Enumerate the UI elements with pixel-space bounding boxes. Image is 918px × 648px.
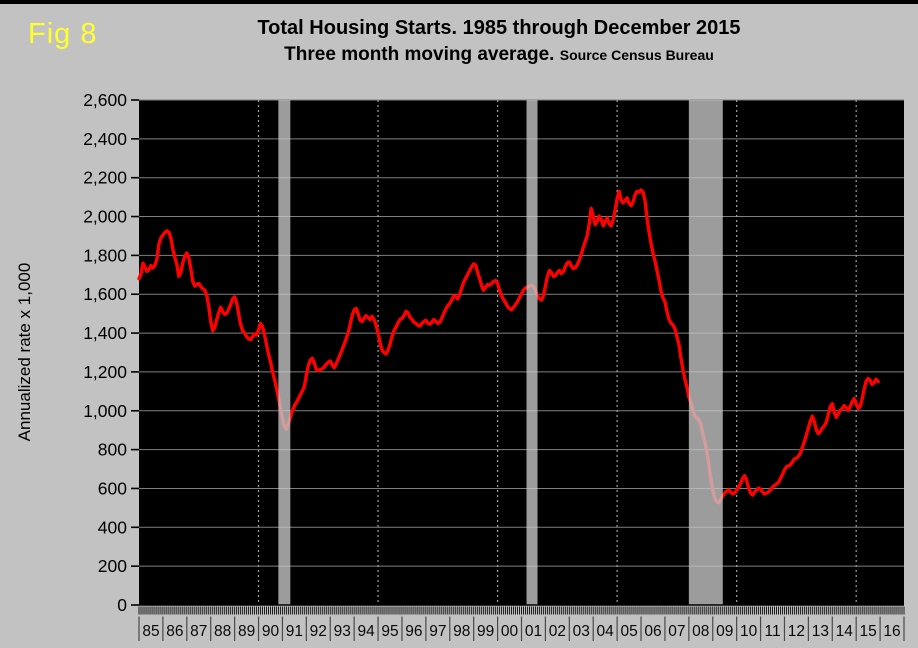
y-tick-label: 2,400: [83, 129, 127, 149]
x-year-label: 91: [286, 623, 303, 640]
y-tick-label: 1,400: [83, 323, 127, 343]
recession-band: [688, 100, 723, 605]
x-year-label: 00: [501, 623, 519, 640]
x-year-label: 08: [692, 623, 709, 640]
x-year-label: 12: [788, 623, 805, 640]
x-year-label: 90: [262, 623, 280, 640]
x-year-label: 96: [405, 623, 422, 640]
y-tick-label: 0: [117, 595, 127, 615]
x-year-label: 13: [812, 623, 829, 640]
x-year-label: 10: [740, 623, 758, 640]
chart-title: Total Housing Starts. 1985 through Decem…: [257, 17, 741, 39]
x-year-label: 02: [549, 623, 566, 640]
y-tick-label: 1,000: [83, 401, 127, 421]
x-year-label: 98: [453, 623, 470, 640]
y-tick-label: 200: [98, 556, 127, 576]
x-year-label: 03: [573, 623, 590, 640]
x-year-label: 87: [190, 623, 207, 640]
x-year-label: 07: [668, 623, 685, 640]
x-year-label: 92: [310, 623, 327, 640]
figure-number-label: Fig 8: [28, 18, 98, 50]
x-year-label: 04: [597, 623, 615, 640]
y-tick-label: 1,200: [83, 362, 127, 382]
x-year-label: 86: [166, 623, 183, 640]
x-year-label: 14: [836, 623, 854, 640]
x-year-label: 16: [883, 623, 900, 640]
recession-band: [278, 100, 291, 605]
y-tick-label: 800: [98, 440, 127, 460]
chart-source-note: Source Census Bureau: [559, 47, 714, 63]
x-year-label: 05: [620, 623, 637, 640]
x-year-label: 99: [477, 623, 494, 640]
chart-title-block: Total Housing Starts. 1985 through Decem…: [90, 17, 908, 66]
x-year-label: 09: [716, 623, 733, 640]
x-year-label: 95: [381, 623, 398, 640]
y-tick-label: 1,600: [83, 284, 127, 304]
y-tick-label: 2,600: [83, 90, 127, 110]
x-year-label: 97: [429, 623, 446, 640]
x-year-label: 93: [334, 623, 351, 640]
x-year-label: 88: [214, 623, 231, 640]
y-tick-label: 2,200: [83, 168, 127, 188]
y-tick-label: 2,000: [83, 207, 127, 227]
recession-band: [526, 100, 538, 605]
plot-area: [139, 100, 904, 605]
x-year-label: 06: [644, 623, 661, 640]
y-tick-label: 1,800: [83, 245, 127, 265]
housing-starts-line: [137, 188, 880, 505]
x-year-label: 11: [764, 623, 780, 640]
x-year-label: 15: [860, 623, 877, 640]
x-year-label: 89: [238, 623, 255, 640]
chart-subtitle: Three month moving average. Source Censu…: [90, 44, 908, 66]
x-year-label: 94: [357, 623, 375, 640]
chart-subtitle-text: Three month moving average.: [284, 44, 555, 65]
y-tick-label: 600: [98, 478, 127, 498]
x-year-label: 85: [142, 623, 159, 640]
y-tick-label: 400: [98, 517, 127, 537]
top-border-strip: [0, 0, 918, 4]
x-year-label: 01: [525, 623, 542, 640]
